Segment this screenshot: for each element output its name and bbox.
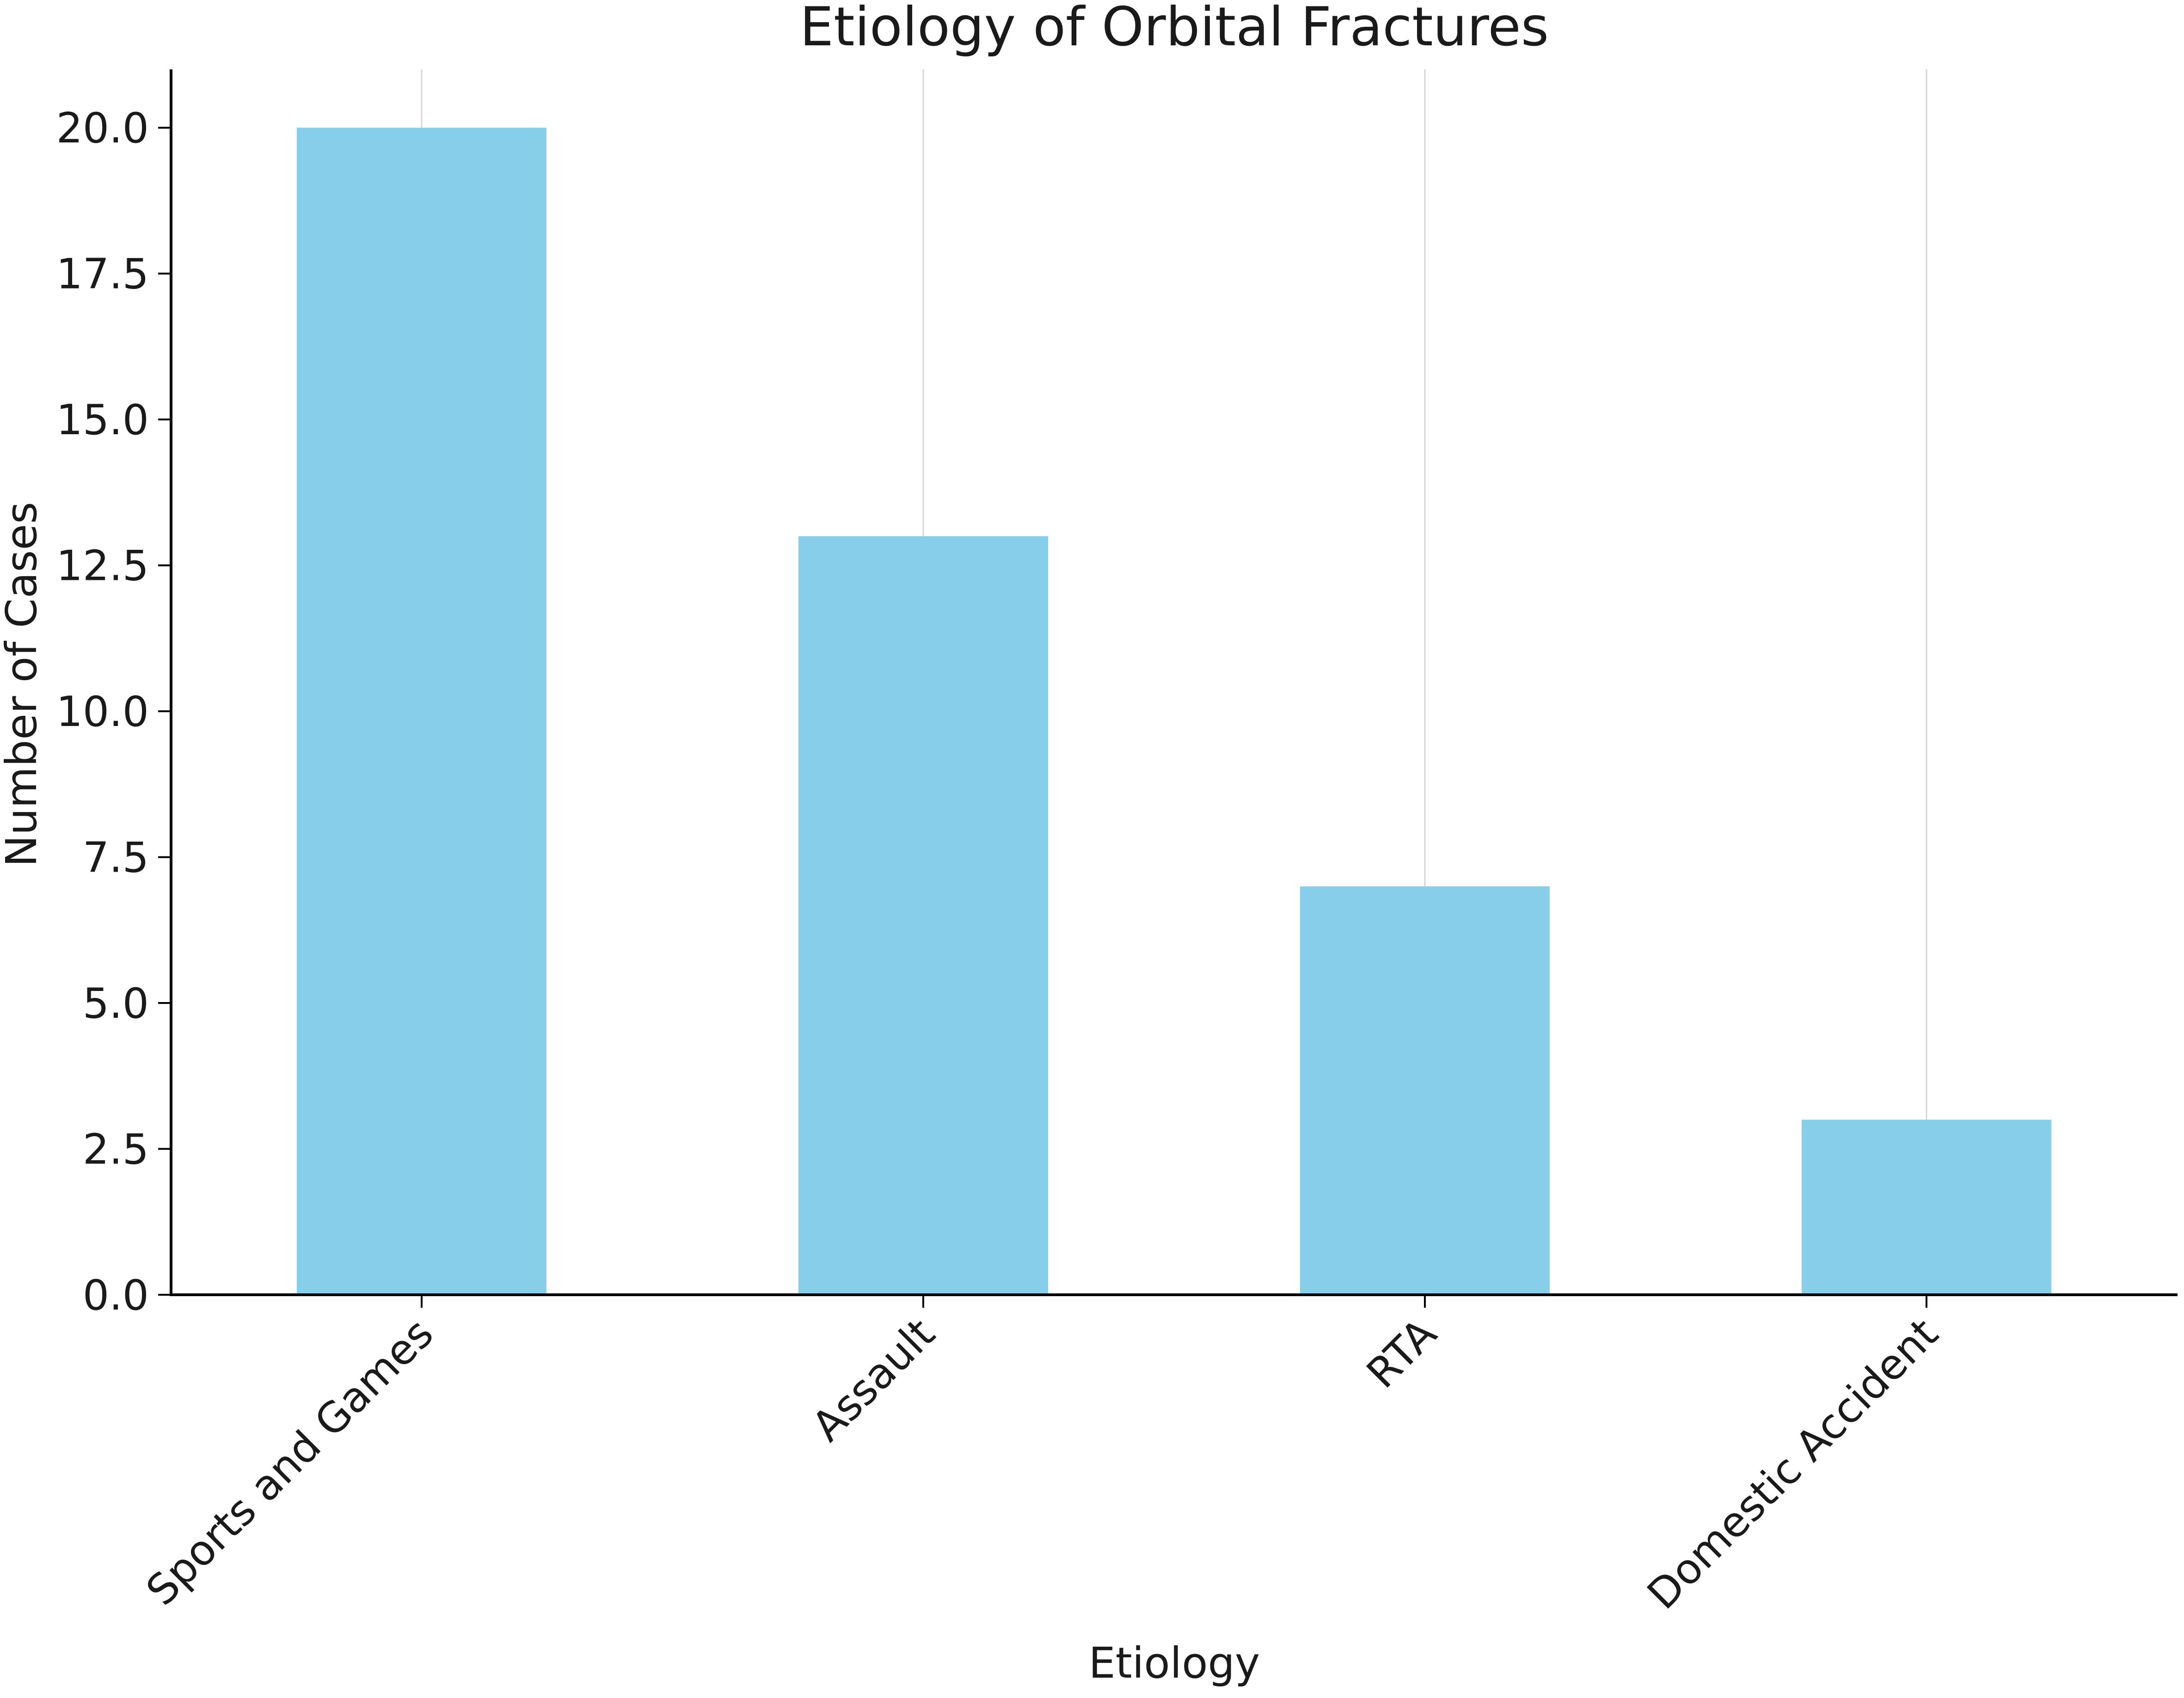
y-tick-label: 20.0 <box>56 104 149 153</box>
y-tick-label: 0.0 <box>83 1271 149 1320</box>
y-tick-label: 15.0 <box>56 396 149 444</box>
bar-sports-and-games <box>297 128 546 1295</box>
x-tick-label: Sports and Games <box>137 1309 442 1615</box>
bar-domestic-accident <box>1802 1120 2051 1295</box>
x-tick-label: RTA <box>1357 1309 1446 1397</box>
y-tick-label: 5.0 <box>83 979 149 1028</box>
bar-assault <box>798 536 1048 1295</box>
chart-title: Etiology of Orbital Fractures <box>800 0 1549 58</box>
x-axis-ticks: Sports and Games Assault RTA Domestic Accid… <box>137 1295 1948 1619</box>
y-axis-ticks: 0.0 2.5 5.0 7.5 10.0 12.5 15.0 17.5 20.0 <box>56 104 171 1320</box>
y-tick-label: 7.5 <box>83 834 149 882</box>
x-axis-label: Etiology <box>1089 1638 1260 1688</box>
grid-lines <box>421 69 1927 1295</box>
y-tick-label: 2.5 <box>83 1126 149 1174</box>
bar-rta <box>1300 886 1550 1295</box>
y-axis-label: Number of Cases <box>0 502 46 867</box>
bars <box>297 128 2051 1295</box>
y-tick-label: 12.5 <box>56 542 149 591</box>
y-tick-label: 17.5 <box>56 250 149 299</box>
x-tick-label: Assault <box>803 1309 944 1451</box>
x-tick-label: Domestic Accident <box>1638 1309 1947 1618</box>
y-tick-label: 10.0 <box>56 688 149 736</box>
